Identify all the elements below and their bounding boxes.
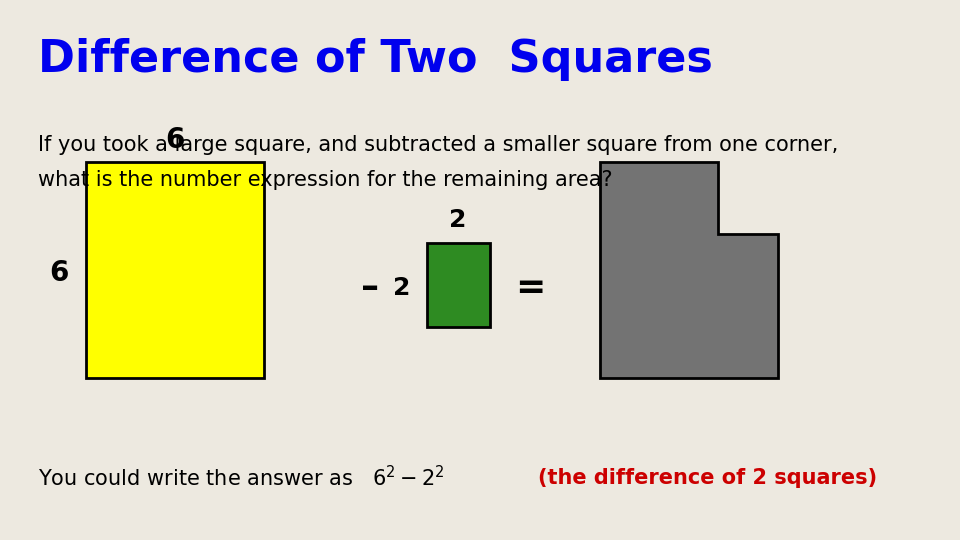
Text: what is the number expression for the remaining area?: what is the number expression for the re… bbox=[38, 170, 613, 190]
Text: 6: 6 bbox=[165, 126, 184, 154]
Text: =: = bbox=[515, 271, 545, 305]
Text: Difference of Two  Squares: Difference of Two Squares bbox=[38, 38, 713, 81]
Text: 6: 6 bbox=[50, 259, 69, 287]
Bar bbox=[427, 243, 490, 327]
Text: –: – bbox=[361, 271, 378, 305]
Polygon shape bbox=[600, 162, 778, 378]
Text: 2: 2 bbox=[449, 208, 467, 232]
Text: (the difference of 2 squares): (the difference of 2 squares) bbox=[538, 468, 876, 488]
Text: You could write the answer as   $6^2 - 2^2$: You could write the answer as $6^2 - 2^2… bbox=[38, 465, 445, 490]
Text: 2: 2 bbox=[393, 276, 410, 300]
Text: If you took a large square, and subtracted a smaller square from one corner,: If you took a large square, and subtract… bbox=[38, 135, 839, 155]
Bar bbox=[86, 162, 264, 378]
